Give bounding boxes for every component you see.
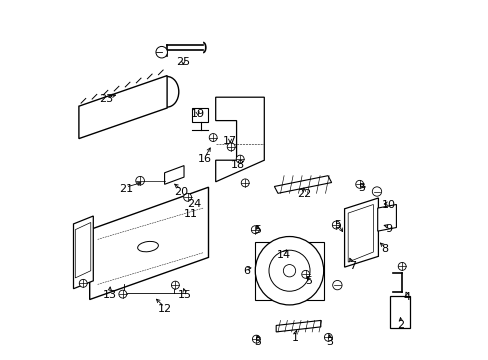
- Polygon shape: [347, 204, 373, 262]
- Circle shape: [324, 333, 332, 341]
- Circle shape: [397, 262, 406, 270]
- Polygon shape: [164, 166, 183, 184]
- Text: 5: 5: [305, 276, 311, 286]
- Text: 5: 5: [333, 220, 340, 230]
- Text: 6: 6: [243, 266, 249, 276]
- Circle shape: [241, 179, 249, 187]
- Text: 19: 19: [190, 109, 204, 120]
- Polygon shape: [274, 176, 331, 193]
- Circle shape: [371, 187, 381, 196]
- Polygon shape: [192, 108, 208, 122]
- Polygon shape: [79, 76, 167, 139]
- Circle shape: [79, 279, 87, 287]
- Text: 22: 22: [296, 189, 310, 199]
- Circle shape: [119, 290, 126, 298]
- Text: 17: 17: [223, 136, 237, 146]
- Text: 7: 7: [348, 261, 355, 271]
- Text: 20: 20: [174, 186, 188, 197]
- Text: 23: 23: [99, 94, 113, 104]
- Text: 2: 2: [397, 320, 404, 330]
- Circle shape: [332, 280, 342, 290]
- Text: 5: 5: [254, 337, 261, 347]
- Text: 1: 1: [291, 333, 298, 343]
- Text: 9: 9: [385, 224, 392, 234]
- Circle shape: [268, 250, 309, 291]
- Text: 24: 24: [186, 199, 201, 210]
- Text: 5: 5: [357, 183, 364, 193]
- Circle shape: [171, 281, 179, 289]
- Text: 25: 25: [176, 57, 190, 67]
- Circle shape: [136, 176, 144, 185]
- Circle shape: [301, 270, 309, 278]
- Text: 15: 15: [178, 290, 192, 300]
- Circle shape: [156, 46, 167, 58]
- Text: 11: 11: [183, 209, 197, 219]
- Polygon shape: [89, 187, 208, 300]
- Polygon shape: [344, 198, 378, 267]
- Text: 18: 18: [230, 160, 244, 170]
- Text: 12: 12: [157, 304, 171, 314]
- Circle shape: [252, 335, 260, 343]
- Text: 14: 14: [277, 250, 290, 260]
- Circle shape: [283, 265, 295, 277]
- Circle shape: [255, 237, 323, 305]
- Circle shape: [183, 193, 191, 201]
- Text: 13: 13: [102, 290, 116, 300]
- Polygon shape: [377, 204, 396, 231]
- Circle shape: [227, 143, 235, 151]
- Polygon shape: [255, 242, 323, 300]
- Polygon shape: [389, 296, 409, 328]
- Circle shape: [332, 221, 340, 229]
- Polygon shape: [276, 320, 320, 332]
- Text: 3: 3: [326, 337, 333, 347]
- Text: 21: 21: [119, 184, 132, 194]
- Text: 8: 8: [381, 244, 387, 254]
- Polygon shape: [215, 97, 264, 182]
- Circle shape: [209, 134, 217, 141]
- Text: 10: 10: [382, 200, 395, 210]
- Polygon shape: [170, 195, 200, 219]
- Circle shape: [236, 155, 244, 163]
- Polygon shape: [75, 222, 91, 278]
- Text: 5: 5: [254, 225, 261, 235]
- Text: 16: 16: [198, 154, 211, 164]
- Text: 4: 4: [403, 292, 410, 302]
- Polygon shape: [73, 216, 93, 289]
- Circle shape: [251, 226, 259, 234]
- Circle shape: [355, 180, 363, 188]
